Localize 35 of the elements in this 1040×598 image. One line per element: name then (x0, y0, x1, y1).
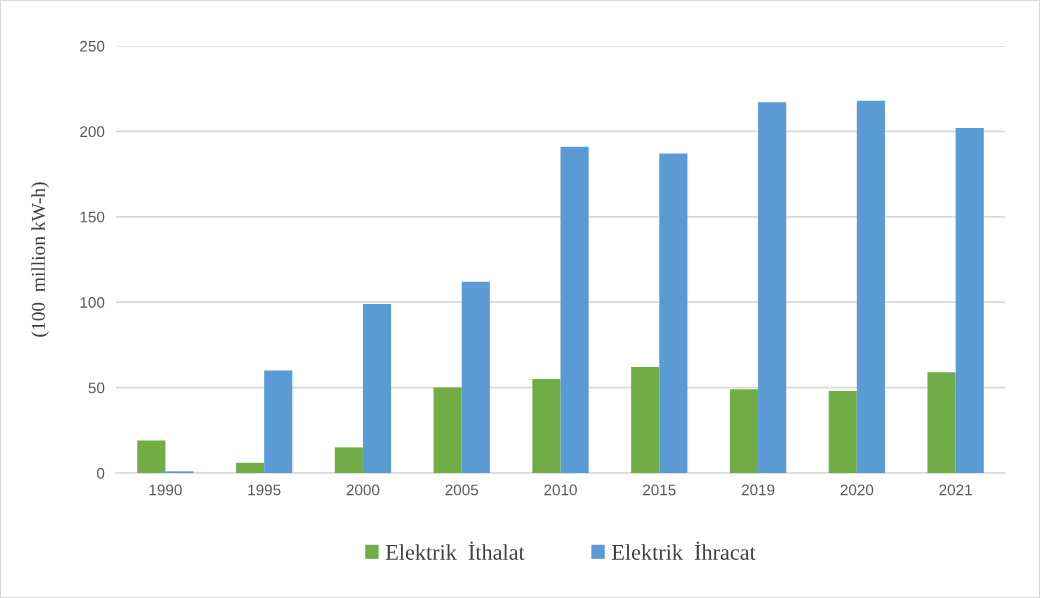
bar (264, 370, 293, 473)
x-tick-label: 2021 (939, 484, 972, 496)
legend-label: Elektrik İthalat (385, 541, 525, 560)
x-tick-label: 2020 (840, 484, 874, 496)
bar (461, 281, 490, 473)
bar (362, 303, 392, 473)
bar (334, 447, 363, 473)
bar (856, 100, 885, 473)
bar (560, 146, 589, 473)
bar (631, 367, 660, 473)
bar (955, 127, 984, 473)
bar (828, 391, 857, 473)
x-tick-label: 1995 (248, 484, 281, 496)
y-tick-label: 250 (80, 40, 105, 52)
bar (758, 102, 787, 473)
bar (927, 372, 956, 473)
y-tick-label: 0 (96, 467, 105, 479)
bar (433, 387, 462, 473)
x-tick-label: 1990 (149, 484, 182, 496)
legend-label: Elektrik İhracat (612, 541, 756, 560)
x-tick-label: 2015 (643, 484, 676, 496)
y-axis-title: (100 million kW-h) (31, 182, 49, 337)
x-tick-label: 2019 (741, 484, 775, 496)
y-tick-label: 150 (80, 211, 105, 223)
bar (729, 389, 759, 473)
y-tick-label: 50 (88, 382, 105, 394)
bar (659, 153, 688, 473)
x-tick-label: 2010 (544, 484, 577, 496)
bar (532, 379, 561, 473)
y-tick-label: 200 (80, 126, 105, 138)
bar (137, 440, 166, 473)
x-tick-label: 2000 (346, 484, 380, 496)
bar (236, 462, 265, 473)
x-tick-label: 2005 (445, 484, 479, 496)
y-tick-label: 100 (80, 297, 105, 308)
